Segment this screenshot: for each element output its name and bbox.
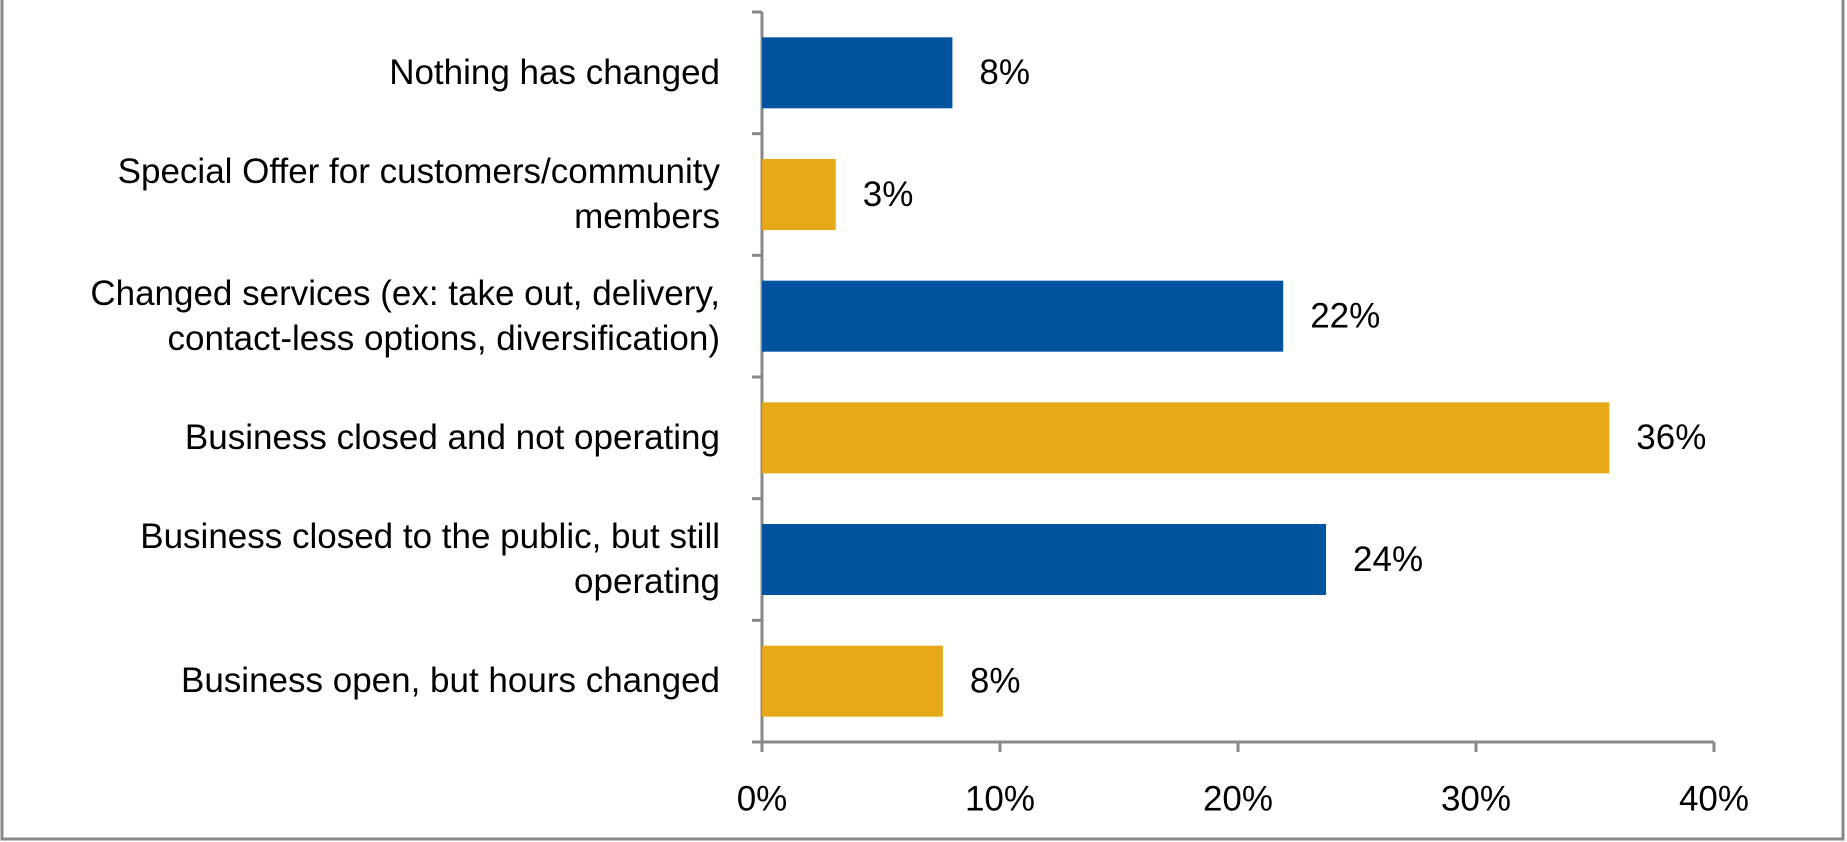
category-label: Changed services (ex: take out, delivery…: [90, 273, 720, 359]
category-label: Nothing has changed: [389, 53, 720, 93]
value-label: 24%: [1353, 540, 1423, 579]
value-label: 8%: [979, 53, 1030, 92]
x-tick-label: 40%: [1679, 779, 1749, 818]
bar: [762, 280, 1284, 352]
value-label: 36%: [1636, 418, 1706, 457]
bar: [762, 159, 836, 230]
category-label: Business closed to the public, but still…: [140, 516, 720, 602]
category-label: Special Offer for customers/community me…: [117, 151, 720, 237]
bar: [762, 37, 953, 109]
value-label: 22%: [1310, 296, 1380, 335]
bar: [762, 524, 1327, 595]
x-tick-label: 10%: [965, 779, 1035, 818]
value-label: 3%: [863, 175, 914, 214]
x-tick-label: 20%: [1203, 779, 1273, 818]
category-label: Business open, but hours changed: [181, 661, 720, 701]
value-label: 8%: [970, 661, 1021, 700]
bar: [762, 645, 943, 717]
x-tick-label: 0%: [737, 779, 788, 818]
bar: [762, 402, 1610, 474]
x-tick-label: 30%: [1441, 779, 1511, 818]
category-label: Business closed and not operating: [184, 418, 720, 458]
